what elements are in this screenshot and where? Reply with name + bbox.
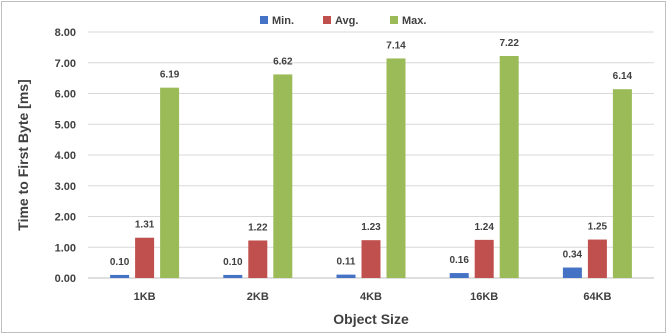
bar-max-1kb [160, 87, 180, 278]
data-label: 7.22 [499, 38, 519, 49]
bar-min-1kb [110, 274, 130, 278]
bar-max-4kb [386, 58, 406, 278]
data-label: 1.25 [588, 222, 608, 233]
x-tick-label: 16KB [470, 291, 498, 303]
x-tick-label: 4KB [360, 291, 382, 303]
data-label: 1.31 [135, 220, 155, 231]
y-axis-title: Time to First Byte [ms] [15, 79, 31, 230]
data-label: 0.10 [110, 257, 130, 268]
data-label: 6.14 [613, 71, 633, 82]
data-label: 0.11 [337, 257, 356, 268]
bars [110, 55, 632, 278]
y-tick-label: 4.00 [55, 150, 76, 162]
legend-swatch [260, 16, 268, 24]
bar-max-2kb [273, 74, 293, 278]
data-label: 6.19 [160, 70, 180, 81]
data-label: 0.10 [223, 257, 243, 268]
data-label: 1.24 [474, 222, 494, 233]
y-tick-label: 7.00 [55, 58, 76, 70]
bar-avg-64kb [587, 239, 607, 278]
bar-min-64kb [562, 267, 582, 278]
legend-swatch [323, 16, 331, 24]
y-tick-label: 8.00 [55, 27, 76, 39]
bar-min-16kb [449, 273, 469, 278]
data-label: 1.22 [248, 222, 268, 233]
x-tick-label: 64KB [583, 291, 611, 303]
y-tick-label: 3.00 [55, 181, 76, 193]
bar-min-2kb [223, 274, 243, 278]
bar-avg-4kb [361, 240, 381, 278]
y-tick-label: 1.00 [55, 242, 76, 254]
bar-max-64kb [612, 89, 632, 278]
x-tick-label: 1KB [134, 291, 156, 303]
gridlines [88, 31, 654, 279]
bar-max-16kb [499, 55, 519, 278]
legend-label: Min. [272, 15, 294, 27]
data-label: 6.62 [273, 56, 293, 67]
legend-label: Avg. [335, 15, 358, 27]
y-tick-label: 6.00 [55, 89, 76, 101]
x-axis-title: Object Size [333, 311, 409, 327]
data-labels: 0.10 1.31 6.19 0.10 1.22 6.62 0.11 1.23 7.14 0.16… [110, 38, 633, 268]
legend: Min. Avg. Max. [260, 15, 426, 27]
bar-min-4kb [336, 274, 356, 278]
bar-avg-16kb [474, 239, 494, 278]
data-label: 0.16 [449, 255, 469, 266]
data-label: 0.34 [563, 250, 583, 261]
y-tick-label: 0.00 [55, 273, 76, 285]
data-label: 1.23 [361, 222, 381, 233]
legend-swatch [390, 16, 398, 24]
y-tick-label: 2.00 [55, 212, 76, 224]
bar-avg-2kb [248, 240, 268, 278]
bar-avg-1kb [135, 237, 155, 278]
y-tick-label: 5.00 [55, 119, 76, 131]
x-tick-label: 2KB [247, 291, 269, 303]
x-axis-ticks: 1KB 2KB 4KB 16KB 64KB [134, 291, 612, 303]
data-label: 7.14 [386, 40, 406, 51]
y-axis-ticks: 0.00 1.00 2.00 3.00 4.00 5.00 6.00 7.00 8.00 [55, 27, 76, 285]
legend-label: Max. [402, 15, 426, 27]
